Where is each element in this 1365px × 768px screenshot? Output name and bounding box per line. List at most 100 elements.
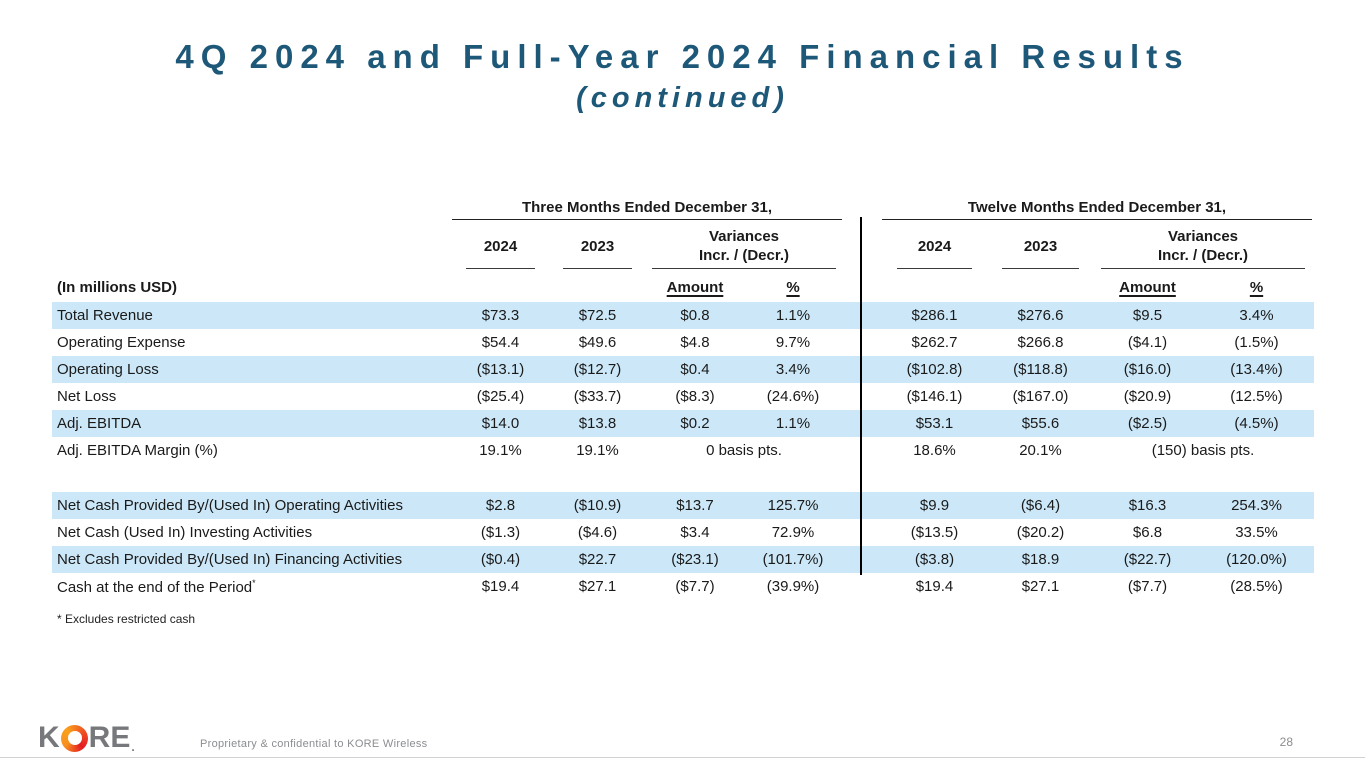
value-cell: $2.8 (485, 497, 516, 514)
value-cell: $262.7 (911, 334, 958, 351)
value-cell: 33.5% (1235, 524, 1278, 541)
incr-decr-label: Incr. / (Decr.) (698, 246, 790, 264)
value-cell: ($13.1) (476, 361, 525, 378)
row-label: Net Cash Provided By/(Used In) Operating… (57, 497, 403, 514)
table-row: Net Cash (Used In) Investing Activities (… (52, 519, 1314, 546)
value-cell: ($16.0) (1123, 361, 1172, 378)
logo-letters-re: RE (88, 721, 131, 754)
col-header-amount-three: Amount (666, 279, 724, 296)
table-row: Net Cash Provided By/(Used In) Operating… (52, 492, 1314, 519)
value-cell: 18.6% (913, 442, 956, 459)
table-amount-header-row: (In millions USD) Amount % Amount % (52, 273, 1314, 302)
value-cell: $27.1 (1021, 578, 1060, 595)
value-cell: (13.4%) (1230, 361, 1283, 378)
row-label: Total Revenue (57, 307, 153, 324)
table-row: Operating Expense $54.4 $49.6 $4.8 9.7% $262.… (52, 329, 1314, 356)
value-cell: ($25.4) (476, 388, 525, 405)
footer-divider-line (0, 757, 1365, 758)
value-cell: 3.4% (775, 361, 811, 378)
col-header-2024-twelve: 2024 (882, 220, 987, 273)
value-cell: ($6.4) (1020, 497, 1061, 514)
value-cell: ($20.2) (1016, 524, 1065, 541)
table-row: Operating Loss ($13.1) ($12.7) $0.4 3.4% ($10… (52, 356, 1314, 383)
value-cell: $72.5 (578, 307, 617, 324)
col-header-percent-twelve: % (1249, 279, 1264, 296)
value-cell: $6.8 (1132, 524, 1163, 541)
row-label: Adj. EBITDA (57, 415, 142, 432)
kore-logo-o-swirl-icon (60, 724, 88, 752)
value-cell: $266.8 (1017, 334, 1064, 351)
col-header-2023-twelve: 2023 (987, 220, 1094, 273)
value-cell: $22.7 (578, 551, 617, 568)
group-header-three-months: Three Months Ended December 31, (452, 199, 842, 220)
table-row: Adj. EBITDA $14.0 $13.8 $0.2 1.1% $53.1 $55.6 (… (52, 410, 1314, 437)
value-cell: $4.8 (680, 334, 710, 351)
row-label: Net Cash (Used In) Investing Activities (57, 524, 313, 541)
table-row: Total Revenue $73.3 $72.5 $0.8 1.1% $286.1 $27… (52, 302, 1314, 329)
value-cell: ($7.7) (1127, 578, 1168, 595)
col-header-2024-three: 2024 (452, 220, 549, 273)
value-cell: ($23.1) (671, 551, 719, 568)
col-header-amount-twelve: Amount (1119, 279, 1176, 296)
value-cell: ($10.9) (573, 497, 622, 514)
value-cell: $19.4 (915, 578, 954, 595)
value-cell: $49.6 (578, 334, 617, 351)
logo-trademark-dot: . (131, 740, 135, 754)
value-cell: $27.1 (578, 578, 617, 595)
value-cell: ($12.7) (573, 361, 622, 378)
variances-label: Variances (1167, 227, 1239, 245)
value-cell: 72.9% (771, 524, 815, 541)
row-label: Net Loss (57, 388, 117, 405)
value-cell: 1.1% (775, 415, 811, 432)
value-cell: $19.4 (481, 578, 520, 595)
value-cell: ($3.8) (914, 551, 955, 568)
value-cell: ($7.7) (675, 578, 715, 595)
kore-logo: K RE . (38, 721, 135, 754)
value-cell: ($146.1) (906, 388, 963, 405)
value-cell: ($118.8) (1013, 361, 1068, 378)
value-cell: $14.0 (481, 415, 520, 432)
value-cell-span: 0 basis pts. (706, 442, 782, 459)
value-cell: ($167.0) (1012, 388, 1069, 405)
value-cell: (4.5%) (1234, 415, 1279, 432)
value-cell: (120.0%) (1226, 551, 1287, 568)
footnote: * Excludes restricted cash (57, 612, 196, 626)
units-label: (In millions USD) (57, 279, 177, 296)
incr-decr-label: Incr. / (Decr.) (1157, 246, 1249, 264)
value-cell: 125.7% (767, 497, 819, 514)
value-cell: 9.7% (775, 334, 811, 351)
row-label: Net Cash Provided By/(Used In) Financing… (57, 551, 403, 568)
value-cell: $0.2 (680, 415, 710, 432)
col-header-variances-three: Variances Incr. / (Decr.) (646, 220, 842, 273)
value-cell: $9.9 (919, 497, 950, 514)
table-group-header-row: Three Months Ended December 31, Twelve M… (52, 196, 1314, 220)
value-cell: ($102.8) (906, 361, 963, 378)
value-cell: 3.4% (1239, 307, 1274, 324)
value-cell: ($8.3) (675, 388, 715, 405)
table-body: Total Revenue $73.3 $72.5 $0.8 1.1% $286.1 $27… (52, 302, 1314, 600)
value-cell: ($2.5) (1127, 415, 1168, 432)
value-cell: ($4.1) (1127, 334, 1168, 351)
row-label: Adj. EBITDA Margin (%) (57, 442, 218, 459)
value-cell: 20.1% (1019, 442, 1062, 459)
value-cell: (24.6%) (766, 388, 820, 405)
value-cell: 254.3% (1231, 497, 1282, 514)
table-row: Adj. EBITDA Margin (%) 19.1% 19.1% 0 basis … (52, 437, 1314, 464)
footnote-marker: * (252, 577, 256, 588)
value-cell: $0.4 (680, 361, 710, 378)
value-cell: 19.1% (576, 442, 619, 459)
row-label: Cash at the end of the Period* (57, 577, 256, 596)
value-cell: $13.7 (676, 497, 714, 514)
value-cell: $18.9 (1021, 551, 1060, 568)
title-line-2: (continued) (576, 82, 789, 114)
value-cell: $53.1 (915, 415, 954, 432)
spacer-row (52, 464, 1314, 492)
value-cell: (28.5%) (1230, 578, 1283, 595)
variances-label: Variances (708, 227, 780, 245)
value-cell: (101.7%) (762, 551, 824, 568)
value-cell: (1.5%) (1234, 334, 1279, 351)
value-cell: ($1.3) (480, 524, 521, 541)
value-cell: ($4.6) (577, 524, 618, 541)
col-header-2023-three: 2023 (549, 220, 646, 273)
value-cell: $54.4 (481, 334, 520, 351)
